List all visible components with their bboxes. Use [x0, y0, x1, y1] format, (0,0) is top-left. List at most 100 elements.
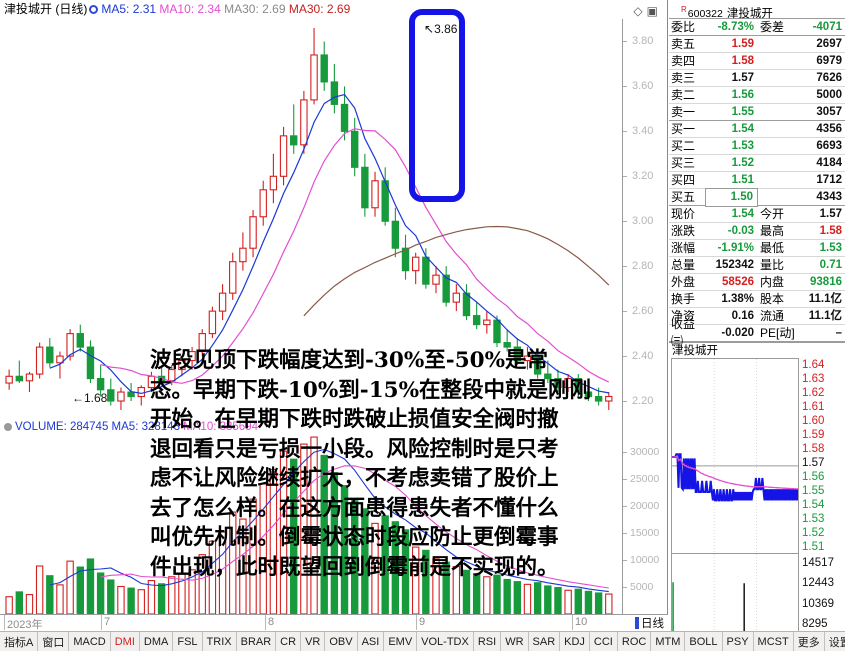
volume-bar	[107, 579, 115, 614]
intraday-price-svg	[672, 359, 798, 553]
price-candlestick-plot[interactable]	[0, 19, 622, 419]
toolbar-button-dmi[interactable]: DMI	[111, 632, 140, 651]
volume-bar	[157, 583, 166, 614]
bid-level-3[interactable]: 买三 1.52 4184	[669, 155, 845, 172]
bid-level-5[interactable]: 买五 1.50 4343	[669, 187, 845, 207]
bid-level-1-value: 1.54	[731, 122, 754, 135]
toolbar-button-asi[interactable]: ASI	[358, 632, 385, 651]
ask-level-3-value: 1.57	[731, 71, 754, 84]
toolbar-button-sar[interactable]: SAR	[529, 632, 561, 651]
ma-line-5	[49, 93, 609, 395]
toolbar-button-vol-tdx[interactable]: VOL-TDX	[417, 632, 474, 651]
toolbar-button-brar[interactable]: BRAR	[237, 632, 277, 651]
intraday-volume-tick: 10369	[802, 597, 834, 610]
quote-stats: 现价 1.54 今开 1.57 涨跌 -0.03 最高 1.58 涨幅 -1.91% 最低 1.53 总…	[669, 206, 845, 348]
volume-bar	[35, 565, 44, 614]
stat-current-price-value: 1.54	[731, 207, 754, 220]
toolbar-button-vr[interactable]: VR	[301, 632, 326, 651]
bid-level-3-label: 买三	[671, 155, 696, 170]
volume-bar	[483, 576, 491, 614]
ask-level-2[interactable]: 卖二 1.56 5000	[669, 87, 845, 104]
stat-eps[interactable]: 收益㈢ -0.020 PE[动] –	[669, 317, 845, 348]
intraday-volume-tick: 12443	[802, 577, 834, 590]
toolbar-button-roc[interactable]: ROC	[618, 632, 652, 651]
toolbar-button-boll[interactable]: BOLL	[685, 632, 723, 651]
candle	[56, 351, 64, 379]
toolbar-button-设置[interactable]: 设置	[825, 632, 845, 651]
candle	[198, 329, 206, 357]
ask-level-1-value2: 3057	[816, 105, 842, 118]
candle	[300, 90, 308, 154]
ask-level-4[interactable]: 卖四 1.58 6979	[669, 53, 845, 70]
stat-outer-volume[interactable]: 外盘 58526 内盘 93816	[669, 274, 845, 291]
ratio-row: 委比 -8.73% 委差 -4071	[669, 19, 845, 36]
ask-level-5[interactable]: 卖五 1.59 2697	[669, 36, 845, 53]
stat-total-volume[interactable]: 总量 152342 量比 0.71	[669, 257, 845, 274]
toolbar-button-mtm[interactable]: MTM	[651, 632, 686, 651]
stat-net-assets-value: 0.16	[731, 309, 754, 322]
stat-current-price[interactable]: 现价 1.54 今开 1.57	[669, 206, 845, 223]
bid-level-1[interactable]: 买一 1.54 4356	[669, 121, 845, 138]
volume-bar	[452, 565, 461, 614]
stat-outer-volume-value: 58526	[722, 275, 754, 288]
stat-change[interactable]: 涨跌 -0.03 最高 1.58	[669, 223, 845, 240]
volume-bar	[554, 587, 562, 614]
toolbar-button-窗口[interactable]: 窗口	[38, 632, 70, 651]
volume-bar	[462, 569, 471, 614]
window-icon[interactable]: ▣	[646, 4, 662, 18]
candle	[157, 367, 166, 386]
volume-bar	[300, 443, 308, 614]
toolbar-button-mcst[interactable]: MCST	[754, 632, 794, 651]
ratio-value: -8.73%	[717, 20, 754, 33]
indicator-dot-icon	[89, 5, 99, 14]
toolbar-button-更多[interactable]: 更多	[794, 632, 825, 651]
ma-line-10	[100, 128, 610, 384]
candle	[279, 126, 288, 186]
candle	[544, 360, 552, 384]
toolbar-button-指标a[interactable]: 指标A	[0, 632, 39, 651]
candle	[442, 266, 450, 307]
volume-plot[interactable]	[0, 436, 622, 614]
toolbar-button-fsl[interactable]: FSL	[173, 632, 203, 651]
intraday-price-tick: 1.59	[802, 429, 825, 441]
date-axis-tick: 7	[101, 615, 110, 630]
diamond-icon[interactable]: ◇	[633, 4, 647, 18]
toolbar-button-trix[interactable]: TRIX	[203, 632, 237, 651]
candle	[35, 342, 44, 379]
toolbar-button-dma[interactable]: DMA	[140, 632, 174, 651]
candle	[208, 306, 217, 339]
intraday-price-tick: 1.60	[802, 415, 825, 427]
volume-bar	[46, 575, 54, 614]
toolbar-button-wr[interactable]: WR	[501, 632, 529, 651]
period-badge[interactable]: 日线	[633, 615, 666, 631]
toolbar-button-kdj[interactable]: KDJ	[560, 632, 590, 651]
bid-level-4[interactable]: 买四 1.51 1712	[669, 172, 845, 189]
stat-change-pct[interactable]: 涨幅 -1.91% 最低 1.53	[669, 240, 845, 257]
stat-net-assets[interactable]: 净资 0.16 流通 11.1亿	[669, 308, 845, 325]
stat-turnover[interactable]: 换手 1.38% 股本 11.1亿	[669, 291, 845, 308]
ask-level-1[interactable]: 卖一 1.55 3057	[669, 104, 845, 121]
toolbar-button-psy[interactable]: PSY	[723, 632, 754, 651]
toolbar-button-macd[interactable]: MACD	[69, 632, 111, 651]
toolbar-button-obv[interactable]: OBV	[325, 632, 358, 651]
ask-level-4-value: 1.58	[731, 54, 754, 67]
candle	[107, 378, 115, 406]
volume-bar	[25, 594, 34, 614]
volume-bar	[117, 585, 125, 614]
bid-level-4-value2: 1712	[816, 173, 842, 186]
toolbar-button-rsi[interactable]: RSI	[474, 632, 502, 651]
ask-level-2-value: 1.56	[731, 88, 754, 101]
toolbar-button-cr[interactable]: CR	[276, 632, 302, 651]
volume-bar	[401, 529, 410, 614]
stat-turnover-label2: 股本	[760, 291, 785, 306]
bid-level-4-value: 1.51	[731, 173, 754, 186]
volume-bar	[564, 589, 572, 614]
intraday-price-chart[interactable]	[671, 358, 799, 554]
volume-ma-line	[100, 465, 609, 589]
volume-bar	[432, 558, 440, 614]
ask-level-3[interactable]: 卖三 1.57 7626	[669, 70, 845, 87]
intraday-volume-bar	[672, 582, 674, 651]
toolbar-button-emv[interactable]: EMV	[384, 632, 418, 651]
bid-level-2[interactable]: 买二 1.53 6693	[669, 138, 845, 155]
toolbar-button-cci[interactable]: CCI	[590, 632, 618, 651]
